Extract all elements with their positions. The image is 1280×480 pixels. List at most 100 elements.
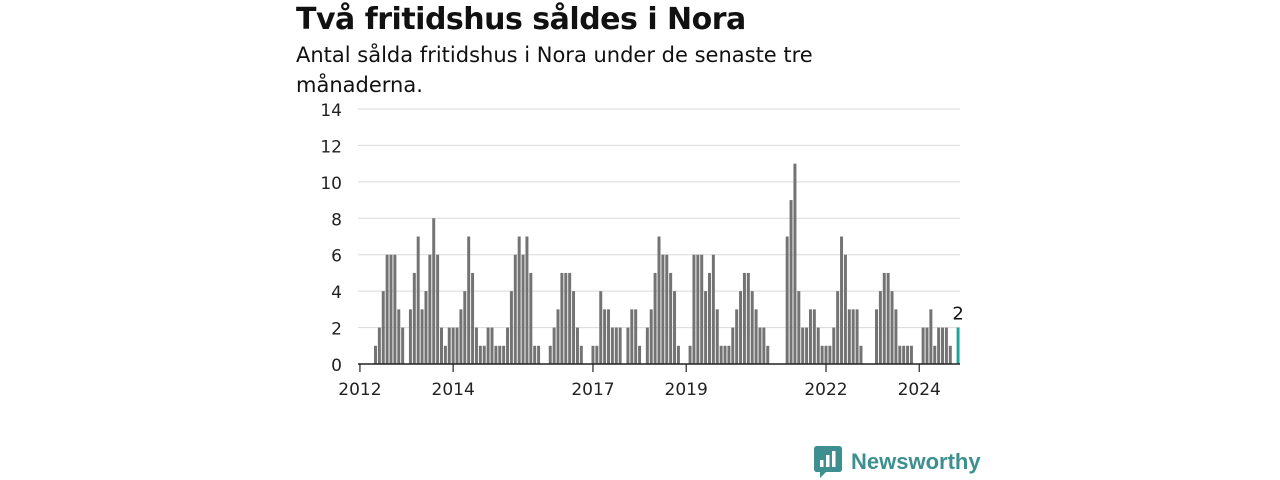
bar bbox=[490, 327, 494, 364]
bar bbox=[494, 345, 498, 364]
bar bbox=[572, 291, 576, 364]
bar bbox=[517, 236, 521, 364]
bar bbox=[521, 254, 525, 364]
x-tick-label: 2019 bbox=[665, 380, 708, 400]
bar bbox=[766, 345, 770, 364]
bar bbox=[851, 309, 855, 364]
bar bbox=[377, 327, 381, 364]
bar bbox=[673, 291, 677, 364]
bar bbox=[482, 345, 486, 364]
y-tick-label: 4 bbox=[331, 283, 342, 303]
bar bbox=[742, 272, 746, 364]
bar bbox=[801, 327, 805, 364]
bar bbox=[711, 254, 715, 364]
bar bbox=[548, 345, 552, 364]
bar bbox=[688, 345, 692, 364]
bar bbox=[878, 291, 882, 364]
bar bbox=[665, 254, 669, 364]
x-tick-label: 2014 bbox=[432, 380, 475, 400]
bar bbox=[424, 291, 428, 364]
bar bbox=[552, 327, 556, 364]
bar bbox=[607, 309, 610, 364]
bar bbox=[797, 291, 801, 364]
bar bbox=[653, 272, 657, 364]
bar bbox=[575, 327, 579, 364]
bar bbox=[816, 327, 820, 364]
bar bbox=[898, 345, 902, 364]
bar bbox=[890, 291, 894, 364]
bar bbox=[467, 236, 471, 364]
bar bbox=[758, 327, 762, 364]
x-tick-label: 2024 bbox=[898, 380, 941, 400]
bar bbox=[882, 272, 886, 364]
y-tick-label: 14 bbox=[320, 101, 342, 121]
chart-title: Två fritidshus såldes i Nora bbox=[296, 2, 746, 37]
bar bbox=[599, 291, 603, 364]
bar bbox=[902, 345, 906, 364]
bar-latest bbox=[956, 327, 960, 364]
bar bbox=[812, 309, 816, 364]
bar bbox=[486, 327, 490, 364]
bar bbox=[525, 236, 529, 364]
bar bbox=[735, 309, 739, 364]
bar bbox=[509, 291, 513, 364]
bar bbox=[944, 327, 948, 364]
bar bbox=[560, 272, 564, 364]
bar bbox=[824, 345, 828, 364]
bar bbox=[478, 345, 482, 364]
bar bbox=[603, 309, 607, 364]
bar bbox=[440, 327, 443, 364]
bar-chart-icon bbox=[814, 446, 842, 478]
bar bbox=[455, 327, 459, 364]
bar bbox=[789, 200, 793, 364]
bar bbox=[614, 327, 618, 364]
bar bbox=[933, 345, 937, 364]
bar bbox=[443, 345, 447, 364]
bar bbox=[840, 236, 844, 364]
bar bbox=[381, 291, 385, 364]
bar bbox=[708, 272, 711, 364]
bar bbox=[638, 345, 642, 364]
bar bbox=[669, 272, 673, 364]
bar bbox=[875, 309, 878, 364]
bar bbox=[731, 327, 735, 364]
y-tick-label: 0 bbox=[331, 356, 342, 376]
bar bbox=[436, 254, 440, 364]
bar bbox=[676, 345, 680, 364]
bar bbox=[568, 272, 572, 364]
bar bbox=[595, 345, 599, 364]
bar bbox=[373, 345, 377, 364]
bar bbox=[715, 309, 719, 364]
bar bbox=[941, 327, 945, 364]
bar bbox=[948, 345, 952, 364]
bar bbox=[498, 345, 502, 364]
bar bbox=[661, 254, 665, 364]
bar bbox=[762, 327, 766, 364]
bar bbox=[808, 309, 812, 364]
bar bbox=[408, 309, 412, 364]
bar bbox=[401, 327, 405, 364]
bar bbox=[459, 309, 463, 364]
bar bbox=[929, 309, 933, 364]
bar bbox=[618, 327, 622, 364]
bar bbox=[805, 327, 809, 364]
bar bbox=[610, 327, 614, 364]
latest-value-label: 2 bbox=[952, 304, 963, 325]
bar bbox=[529, 272, 533, 364]
newsworthy-logo: Newsworthy bbox=[814, 446, 981, 478]
bar bbox=[906, 345, 910, 364]
x-tick-label: 2017 bbox=[571, 380, 614, 400]
bar bbox=[420, 309, 424, 364]
bar bbox=[754, 309, 758, 364]
bar bbox=[894, 309, 898, 364]
y-tick-label: 8 bbox=[331, 210, 342, 230]
bar bbox=[739, 291, 743, 364]
bar bbox=[451, 327, 455, 364]
bar bbox=[502, 345, 506, 364]
y-tick-label: 10 bbox=[320, 174, 342, 194]
bar bbox=[692, 254, 696, 364]
bar bbox=[513, 254, 517, 364]
bar bbox=[471, 272, 475, 364]
bar bbox=[785, 236, 789, 364]
bar bbox=[385, 254, 389, 364]
